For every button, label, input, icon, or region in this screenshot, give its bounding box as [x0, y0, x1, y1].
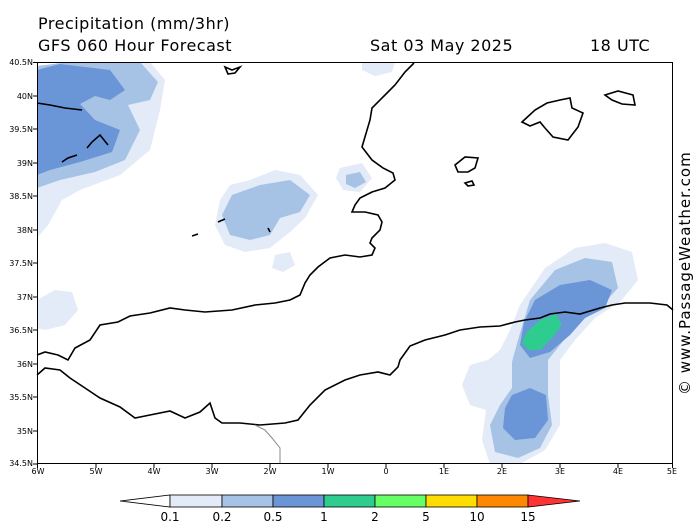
- lon-label: 5E: [666, 467, 678, 476]
- lat-label: 39.5N: [9, 125, 33, 134]
- legend-swatch: [476, 494, 529, 508]
- legend-label: 0.5: [263, 510, 283, 524]
- precipitation-areas: [37, 62, 638, 464]
- legend-label: 15: [520, 510, 536, 524]
- lat-label: 37.5N: [9, 259, 33, 268]
- lat-label: 39N: [16, 159, 33, 168]
- precip-area-1: [522, 314, 562, 350]
- precip-area-0.2: [346, 172, 366, 188]
- lat-label: 35N: [16, 427, 33, 436]
- legend-label: 0.2: [212, 510, 232, 524]
- map-title: Precipitation (mm/3hr): [38, 14, 231, 33]
- lat-label: 36.5N: [9, 326, 33, 335]
- legend-swatch: [221, 494, 274, 508]
- lat-label: 40N: [16, 92, 33, 101]
- legend-swatch: [374, 494, 427, 508]
- axis-ticks: [33, 62, 673, 468]
- precip-area-0.1: [272, 252, 295, 272]
- lon-label: 2E: [496, 467, 508, 476]
- lat-label: 40.5N: [9, 58, 33, 67]
- lon-label: 4W: [147, 467, 161, 476]
- coastline: [36, 62, 674, 464]
- lon-label: 1W: [321, 467, 335, 476]
- lat-label: 38N: [16, 226, 33, 235]
- lon-label: 3W: [205, 467, 219, 476]
- lat-label: 37N: [16, 293, 33, 302]
- legend-label: 1: [320, 510, 328, 524]
- lon-label: 1E: [438, 467, 450, 476]
- forecast-time: 18 UTC: [590, 36, 651, 55]
- lon-label: 0: [383, 467, 389, 476]
- precip-area-0.1: [362, 62, 395, 76]
- precip-area-0.1: [37, 290, 78, 330]
- lon-label: 2W: [263, 467, 277, 476]
- precip-area-0.5: [37, 64, 125, 175]
- legend-label: 0.1: [160, 510, 180, 524]
- credit-text: © www.PassageWeather.com: [676, 151, 694, 395]
- legend-swatch: [323, 494, 376, 508]
- legend-swatch: [119, 494, 171, 508]
- legend-colorbar: [119, 494, 581, 508]
- lat-label: 35.5N: [9, 393, 33, 402]
- forecast-date: Sat 03 May 2025: [370, 36, 514, 55]
- precip-area-0.2: [222, 180, 310, 240]
- lon-label: 5W: [89, 467, 103, 476]
- legend-swatch: [272, 494, 325, 508]
- lat-label: 34.5N: [9, 459, 33, 468]
- legend-label: 2: [371, 510, 379, 524]
- legend-label: 10: [469, 510, 485, 524]
- legend-label: 5: [422, 510, 430, 524]
- lon-label: 4E: [612, 467, 624, 476]
- legend-swatch: [527, 494, 581, 508]
- lat-label: 36N: [16, 360, 33, 369]
- legend-swatch: [169, 494, 223, 508]
- forecast-subtitle: GFS 060 Hour Forecast: [38, 36, 233, 55]
- precip-area-0.5: [503, 388, 548, 440]
- lon-label: 6W: [31, 467, 45, 476]
- lat-label: 38.5N: [9, 192, 33, 201]
- legend-swatch: [425, 494, 478, 508]
- lon-label: 3E: [554, 467, 566, 476]
